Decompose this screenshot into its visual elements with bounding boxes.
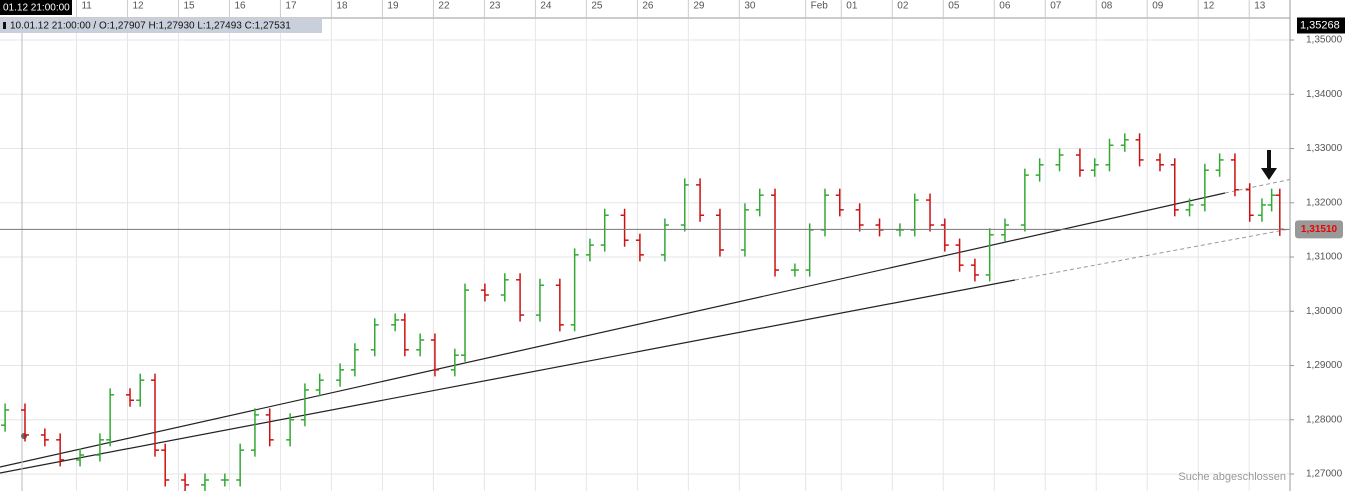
x-tick-label: 05 bbox=[948, 1, 960, 12]
x-tick-label: 26 bbox=[642, 1, 654, 12]
x-tick-label: 07 bbox=[1050, 1, 1062, 12]
x-tick-label: 23 bbox=[489, 1, 501, 12]
x-tick-label: Feb bbox=[811, 1, 829, 12]
x-tick-label: 02 bbox=[897, 1, 909, 12]
arrow-marker bbox=[1261, 150, 1277, 180]
trend-line bbox=[0, 279, 1016, 474]
x-tick-label: 13 bbox=[1254, 1, 1266, 12]
x-tick-label: 30 bbox=[744, 1, 756, 12]
y-tick-label: 1,35000 bbox=[1306, 35, 1343, 46]
x-tick-label: 15 bbox=[183, 1, 195, 12]
crosshair-time: 01.12 21:00:00 bbox=[3, 3, 70, 14]
x-tick-label: 18 bbox=[336, 1, 348, 12]
x-tick-label: 08 bbox=[1101, 1, 1113, 12]
crosshair-price-label: 1,35268 bbox=[1300, 19, 1340, 31]
crosshair-dot bbox=[21, 433, 27, 439]
x-tick-label: 22 bbox=[438, 1, 450, 12]
y-tick-label: 1,27000 bbox=[1306, 469, 1343, 480]
x-tick-label: 29 bbox=[693, 1, 705, 12]
crosshair-price-box bbox=[1297, 17, 1345, 34]
last-price-box bbox=[1295, 220, 1343, 239]
y-tick-label: 1,32000 bbox=[1306, 197, 1343, 208]
info-box bbox=[0, 18, 322, 33]
info-text: 10.01.12 21:00:00 / O:1,27907 H:1,27930 … bbox=[10, 21, 291, 32]
bars bbox=[0, 133, 1290, 491]
axes: 1,27000 1,28000 1,29000 1,30000 1,31000 1,320… bbox=[75, 0, 1345, 480]
x-tick-label: 17 bbox=[285, 1, 297, 12]
y-tick-label: 1,28000 bbox=[1306, 414, 1343, 425]
info-icon bbox=[3, 22, 6, 29]
price-axis bbox=[1290, 0, 1345, 491]
x-tick-label: 19 bbox=[387, 1, 399, 12]
grid bbox=[0, 18, 1290, 491]
y-tick-label: 1,30000 bbox=[1306, 306, 1343, 317]
x-tick-label: 12 bbox=[132, 1, 144, 12]
last-price-label: 1,31510 bbox=[1301, 224, 1338, 235]
status-text: Suche abgeschlossen bbox=[1178, 471, 1286, 483]
y-tick-label: 1,34000 bbox=[1306, 89, 1343, 100]
x-tick-label: 16 bbox=[234, 1, 246, 12]
x-tick-label: 11 bbox=[81, 1, 92, 12]
trend-line bbox=[0, 192, 1226, 468]
x-tick-label: 12 bbox=[1203, 1, 1215, 12]
trend-line-extension bbox=[1014, 227, 1296, 281]
time-box bbox=[0, 0, 72, 15]
x-tick-label: 01 bbox=[846, 1, 858, 12]
y-tick-label: 1,31000 bbox=[1306, 252, 1343, 263]
x-tick-label: 24 bbox=[540, 1, 552, 12]
x-tick-label: 06 bbox=[999, 1, 1011, 12]
x-tick-label: 09 bbox=[1152, 1, 1164, 12]
y-tick-label: 1,29000 bbox=[1306, 360, 1343, 371]
x-tick-label: 25 bbox=[591, 1, 603, 12]
y-tick-label: 1,33000 bbox=[1306, 143, 1343, 154]
